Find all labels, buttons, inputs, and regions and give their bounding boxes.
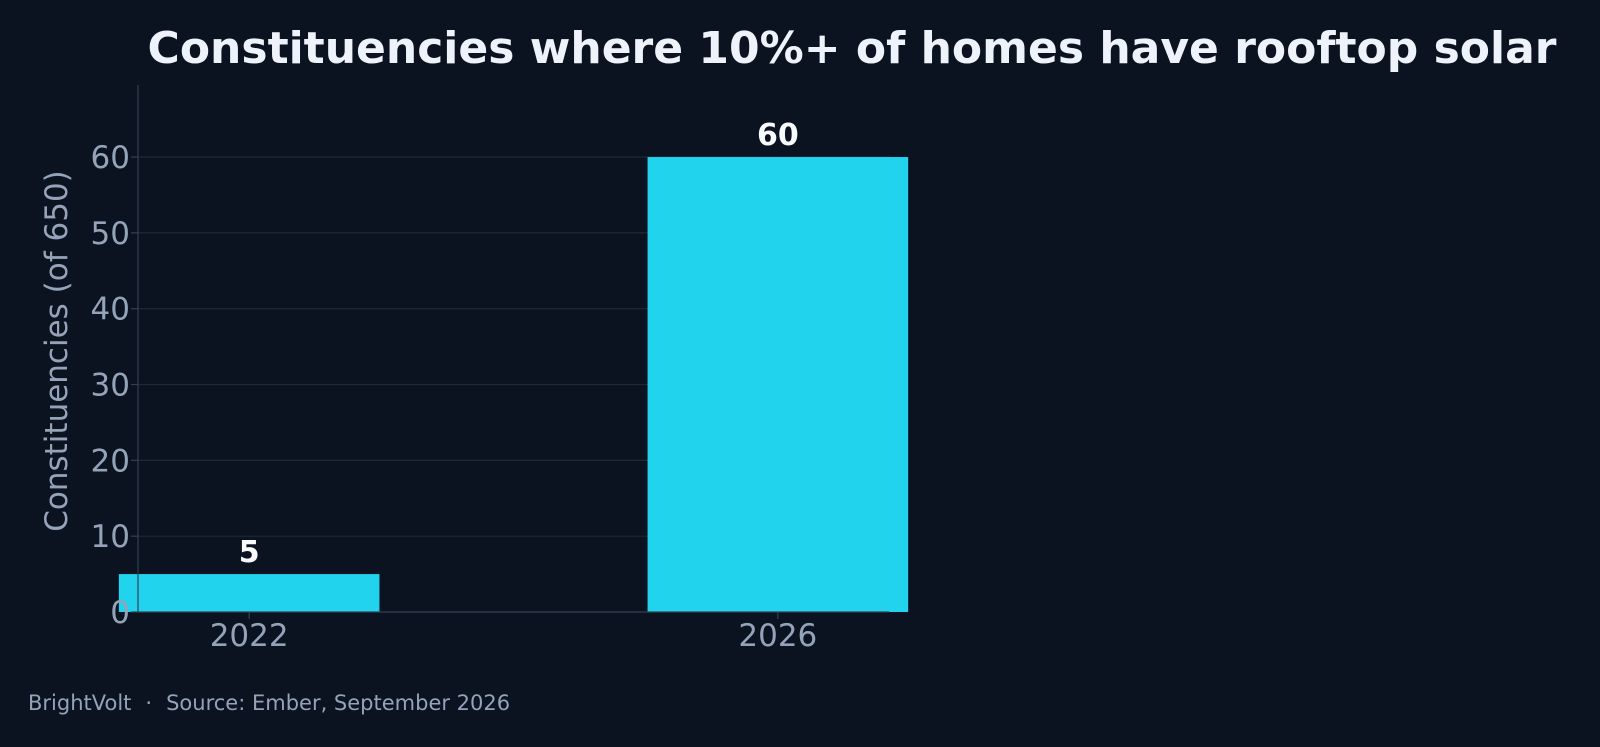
x-tick-label-2026: 2026	[738, 618, 817, 654]
footer-separator: ·	[145, 691, 153, 715]
data-label-2022: 5	[239, 535, 260, 570]
footer-brand: BrightVolt	[28, 691, 132, 715]
y-tick-label: 20	[91, 443, 130, 479]
data-label-2026: 60	[757, 118, 799, 153]
footer: BrightVolt · Source: Ember, September 2026	[28, 693, 510, 714]
labels: 0 10 20 30 40 50 60 5 2022 60 2026	[91, 118, 818, 654]
y-tick-label: 60	[91, 140, 130, 176]
y-tick-label: 50	[91, 216, 130, 252]
y-tick-label: 30	[91, 368, 130, 404]
y-axis-label: Constituencies (of 650)	[39, 170, 75, 532]
bar-2022	[118, 574, 380, 612]
y-tick-label: 10	[91, 519, 130, 555]
bars	[118, 157, 909, 613]
y-tick-label: 0	[110, 595, 130, 631]
chart-title: Constituencies where 10%+ of homes have …	[148, 23, 1557, 74]
x-tick-label-2022: 2022	[210, 618, 289, 654]
axes	[131, 85, 889, 619]
bar-2026	[647, 157, 909, 613]
footer-source: Source: Ember, September 2026	[166, 691, 511, 715]
y-tick-label: 40	[91, 292, 130, 328]
